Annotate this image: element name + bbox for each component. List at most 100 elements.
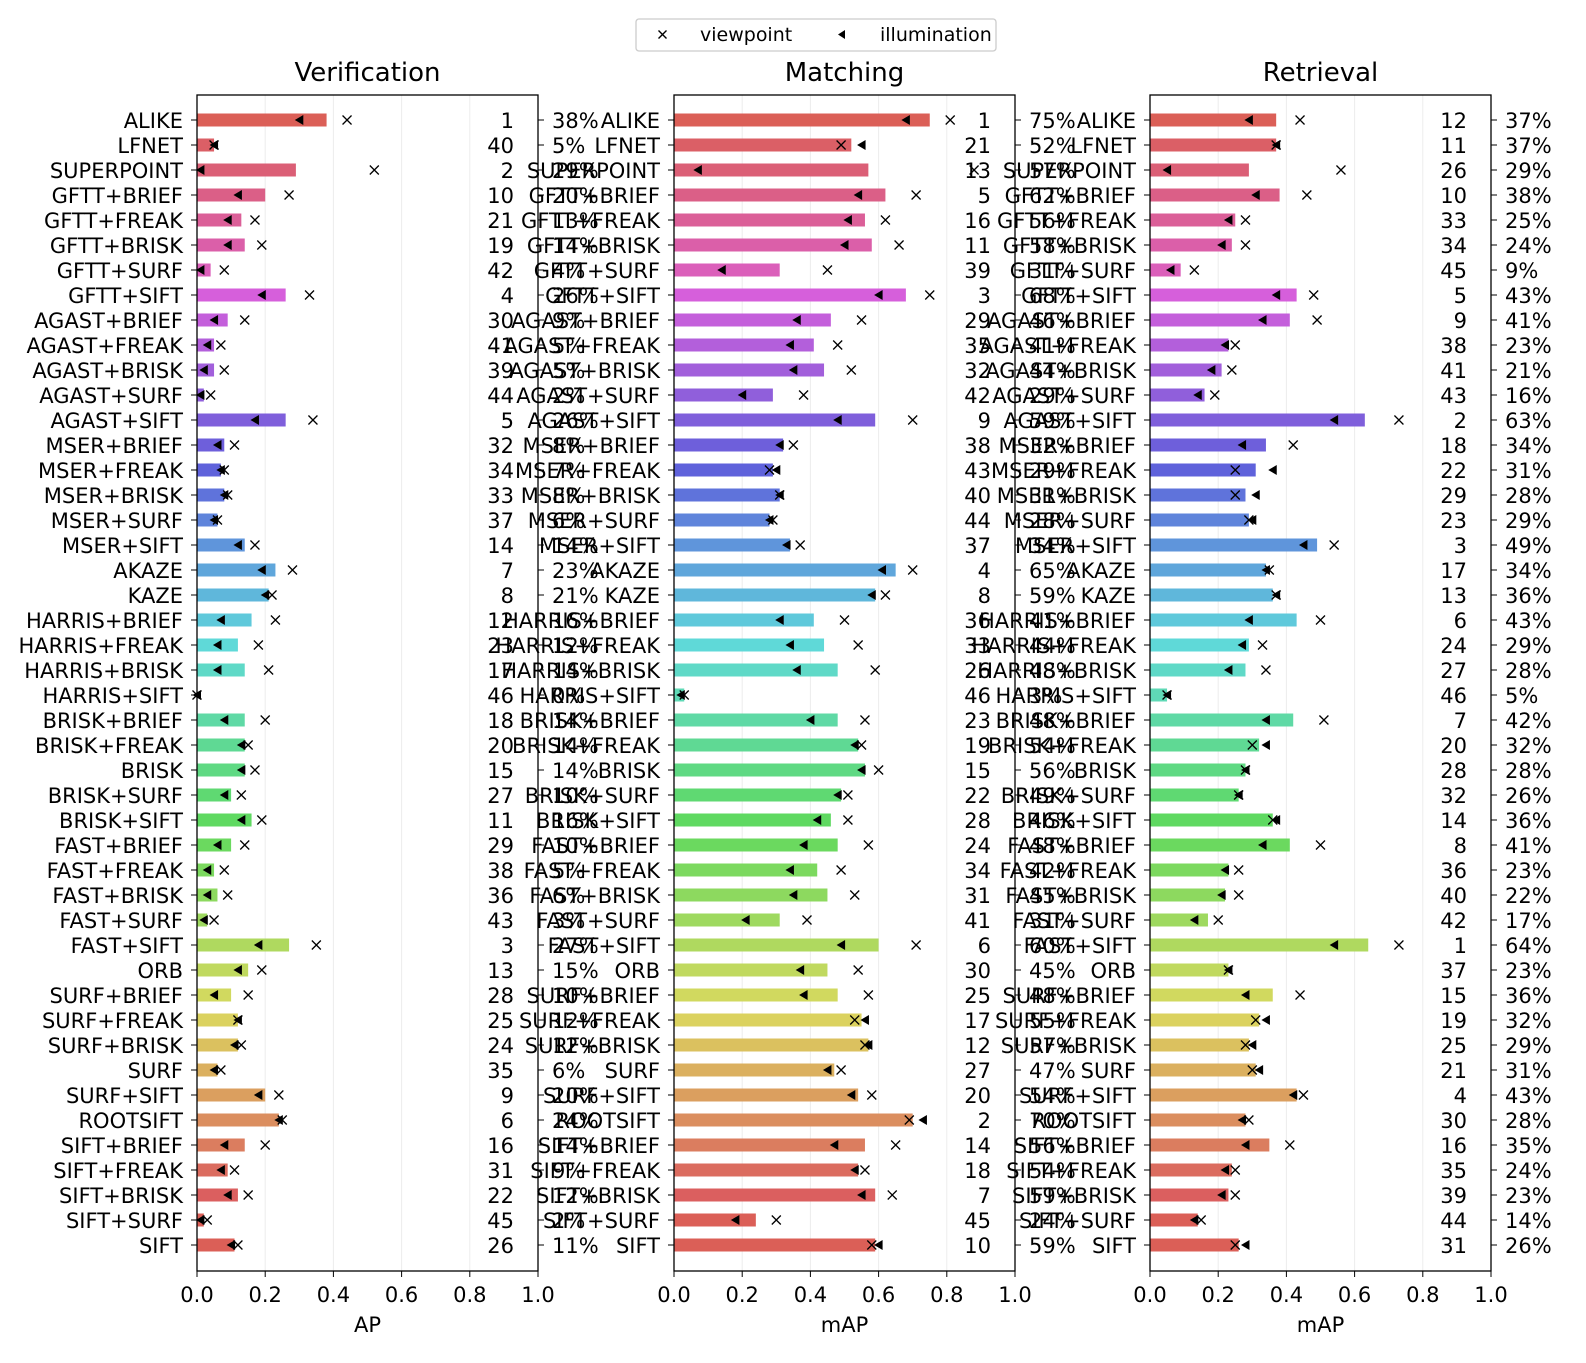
verification-illumination-marker	[233, 190, 242, 200]
verification-rank-label: 20	[487, 734, 514, 758]
matching-rank-label: 26	[964, 659, 991, 683]
matching-viewpoint-marker	[853, 965, 864, 975]
matching-viewpoint-marker	[788, 440, 799, 450]
verification-rank-label: 40	[487, 134, 514, 158]
legend-label-viewpoint: viewpoint	[700, 24, 792, 46]
retrieval-rank-label: 38	[1440, 334, 1467, 358]
retrieval-rank-label: 5	[1454, 284, 1467, 308]
matching-percent-label: 29%	[1029, 384, 1076, 408]
verification-bar-surf	[197, 1063, 218, 1077]
retrieval-viewpoint-marker	[1233, 865, 1244, 875]
verification-rank-label: 27	[487, 784, 514, 808]
retrieval-rank-label: 4	[1454, 1084, 1467, 1108]
retrieval-percent-label: 24%	[1505, 1159, 1552, 1183]
retrieval-illumination-marker	[1271, 815, 1281, 825]
verification-ytick-label-agast-sift: AGAST+SIFT	[51, 409, 184, 433]
verification-rank-label: 14	[487, 534, 514, 558]
verification-rank-label: 36	[487, 884, 514, 908]
retrieval-bar-surf-freak	[1150, 1013, 1260, 1027]
retrieval-bar-agast-brief	[1150, 313, 1290, 327]
matching-bar-mser-surf	[674, 513, 770, 527]
matching-ytick-label-surf-freak: SURF+FREAK	[519, 1009, 661, 1033]
retrieval-ytick-label-agast-brief: AGAST+BRIEF	[987, 309, 1136, 333]
verification-bar-surf-sift	[197, 1088, 266, 1102]
retrieval-illumination-marker	[1247, 1040, 1257, 1050]
verification-ytick-label-brisk-surf: BRISK+SURF	[48, 784, 183, 808]
retrieval-ytick-label-superpoint: SUPERPOINT	[1003, 159, 1136, 183]
matching-viewpoint-marker	[904, 1115, 915, 1125]
retrieval-viewpoint-marker	[1230, 490, 1241, 500]
matching-viewpoint-marker	[880, 590, 891, 600]
retrieval-rank-label: 2	[1454, 409, 1467, 433]
matching-percent-label: 44%	[1029, 634, 1076, 658]
verification-ytick-label-mser-surf: MSER+SURF	[51, 509, 183, 533]
verification-ytick-label-rootsift: ROOTSIFT	[78, 1109, 183, 1133]
matching-percent-label: 48%	[1029, 709, 1076, 733]
matching-rank-label: 27	[964, 1059, 991, 1083]
retrieval-percent-label: 5%	[1505, 684, 1538, 708]
retrieval-percent-label: 38%	[1505, 184, 1552, 208]
verification-bar-agast-sift	[197, 413, 286, 427]
retrieval-percent-label: 29%	[1505, 1034, 1552, 1058]
retrieval-percent-label: 16%	[1505, 384, 1552, 408]
matching-ytick-label-fast-surf: FAST+SURF	[536, 909, 660, 933]
retrieval-ytick-label-brisk: BRISK	[1074, 759, 1138, 783]
matching-ytick-label-brisk: BRISK	[598, 759, 662, 783]
verification-ytick-label-gftt-brisk: GFTT+BRISK	[50, 234, 184, 258]
verification-ytick-label-fast-sift: FAST+SIFT	[71, 934, 184, 958]
matching-rank-label: 31	[964, 884, 991, 908]
matching-rank-label: 18	[964, 1159, 991, 1183]
verification-illumination-marker	[233, 1015, 242, 1025]
retrieval-illumination-marker	[1261, 1015, 1270, 1025]
retrieval-illumination-marker	[1258, 840, 1267, 850]
verification-viewpoint-marker	[342, 115, 352, 125]
retrieval-illumination-marker	[1223, 215, 1233, 225]
verification-ytick-label-sift-surf: SIFT+SURF	[66, 1209, 183, 1233]
retrieval-viewpoint-marker	[1247, 1065, 1258, 1075]
retrieval-bar-sift-freak	[1150, 1163, 1232, 1177]
verification-rank-label: 2	[501, 159, 514, 183]
verification-percent-label: 26%	[552, 409, 599, 433]
retrieval-bar-mser-brief	[1150, 438, 1266, 452]
retrieval-illumination-marker	[1217, 890, 1226, 900]
retrieval-ytick-label-agast-sift: AGAST+SIFT	[1004, 409, 1137, 433]
retrieval-viewpoint-marker	[1315, 615, 1326, 625]
retrieval-illumination-marker	[1288, 1090, 1298, 1100]
matching-percent-label: 3%	[1029, 684, 1062, 708]
matching-rank-label: 45	[964, 1209, 991, 1233]
verification-illumination-marker	[212, 665, 222, 675]
verification-ytick-label-lfnet: LFNET	[117, 134, 183, 158]
matching-rank-label: 20	[964, 1084, 991, 1108]
retrieval-ytick-label-mser-freak: MSER+FREAK	[991, 459, 1137, 483]
retrieval-ytick-label-gftt-sift: GFTT+SIFT	[1021, 284, 1136, 308]
verification-illumination-marker	[195, 265, 205, 275]
verification-illumination-marker	[223, 1190, 232, 1200]
matching-illumination-marker	[874, 1240, 883, 1250]
verification-rank-label: 22	[487, 1184, 514, 1208]
verification-bar-sift	[197, 1238, 235, 1252]
verification-percent-label: 29%	[552, 159, 599, 183]
verification-percent-label: 8%	[552, 434, 585, 458]
matching-bar-superpoint	[674, 163, 869, 177]
verification-viewpoint-marker	[205, 390, 216, 400]
verification-rank-label: 29	[487, 834, 514, 858]
retrieval-viewpoint-marker	[1301, 190, 1312, 200]
retrieval-illumination-marker	[1220, 1165, 1230, 1175]
matching-bar-akaze	[674, 563, 896, 577]
retrieval-viewpoint-marker	[1295, 990, 1305, 1000]
verification-rank-label: 46	[487, 684, 514, 708]
verification-percent-label: 23%	[552, 559, 599, 583]
retrieval-rank-label: 22	[1440, 459, 1467, 483]
matching-bar-mser-freak	[674, 463, 773, 477]
matching-viewpoint-marker	[907, 415, 918, 425]
matching-bar-surf-brief	[674, 988, 838, 1002]
matching-percent-label: 28%	[1029, 509, 1076, 533]
matching-ytick-label-agast-surf: AGAST+SURF	[516, 384, 660, 408]
retrieval-bar-rootsift	[1150, 1113, 1246, 1127]
retrieval-percent-label: 32%	[1505, 1009, 1552, 1033]
verification-percent-label: 24%	[552, 1109, 599, 1133]
